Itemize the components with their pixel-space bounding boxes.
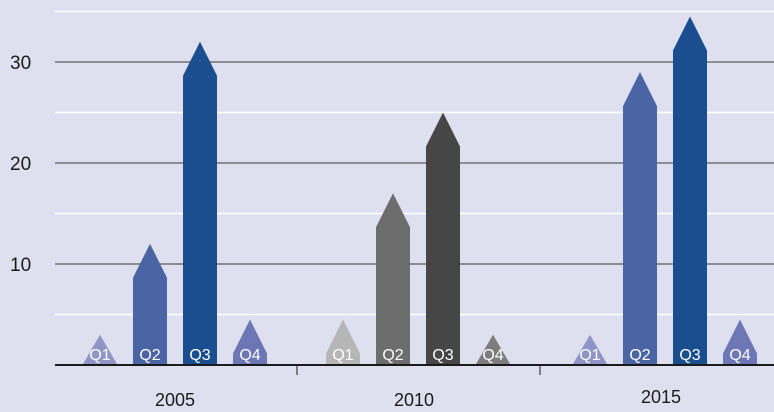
bar-label: Q1: [89, 347, 110, 364]
bar-2015-q4: [723, 319, 757, 365]
y-axis: 10 20 30: [10, 53, 31, 276]
x-group-label: 2005: [155, 390, 195, 410]
bar-2005-q1: [83, 334, 117, 365]
bar-2010-q2: [376, 193, 410, 365]
y-tick-label: 20: [10, 154, 31, 175]
bar-label: Q4: [239, 347, 260, 364]
y-tick-label: 30: [10, 53, 31, 74]
bar-2015-q3: [673, 16, 707, 366]
bar-label: Q3: [432, 347, 453, 364]
bar-label: Q3: [679, 347, 700, 364]
x-group-label: 2015: [641, 387, 681, 407]
x-axis: 2005 2010 2015: [55, 364, 774, 410]
x-group-label: 2010: [394, 390, 434, 410]
gridlines: [55, 10, 774, 316]
bar-label: Q2: [139, 347, 160, 364]
bar-2005-q4: [233, 319, 267, 365]
bar-2015-q1: [573, 334, 607, 365]
bar-2005-q2: [133, 243, 167, 365]
bar-label: Q3: [189, 347, 210, 364]
bar-label: Q2: [382, 347, 403, 364]
bar-2010-q4: [476, 334, 510, 365]
bar-2005-q3: [183, 41, 217, 366]
y-tick-label: 10: [10, 255, 31, 276]
bar-2010-q1: [326, 319, 360, 365]
bar-label: Q1: [332, 347, 353, 364]
bars: Q1 Q2 Q3 Q4 Q1 Q2 Q3 Q4 Q1 Q2 Q3 Q4: [83, 16, 757, 366]
bar-label: Q1: [579, 347, 600, 364]
bar-label: Q4: [729, 347, 750, 364]
bar-label: Q2: [629, 347, 650, 364]
bar-2010-q3: [426, 112, 460, 365]
bar-label: Q4: [482, 347, 503, 364]
bar-2015-q2: [623, 72, 657, 365]
